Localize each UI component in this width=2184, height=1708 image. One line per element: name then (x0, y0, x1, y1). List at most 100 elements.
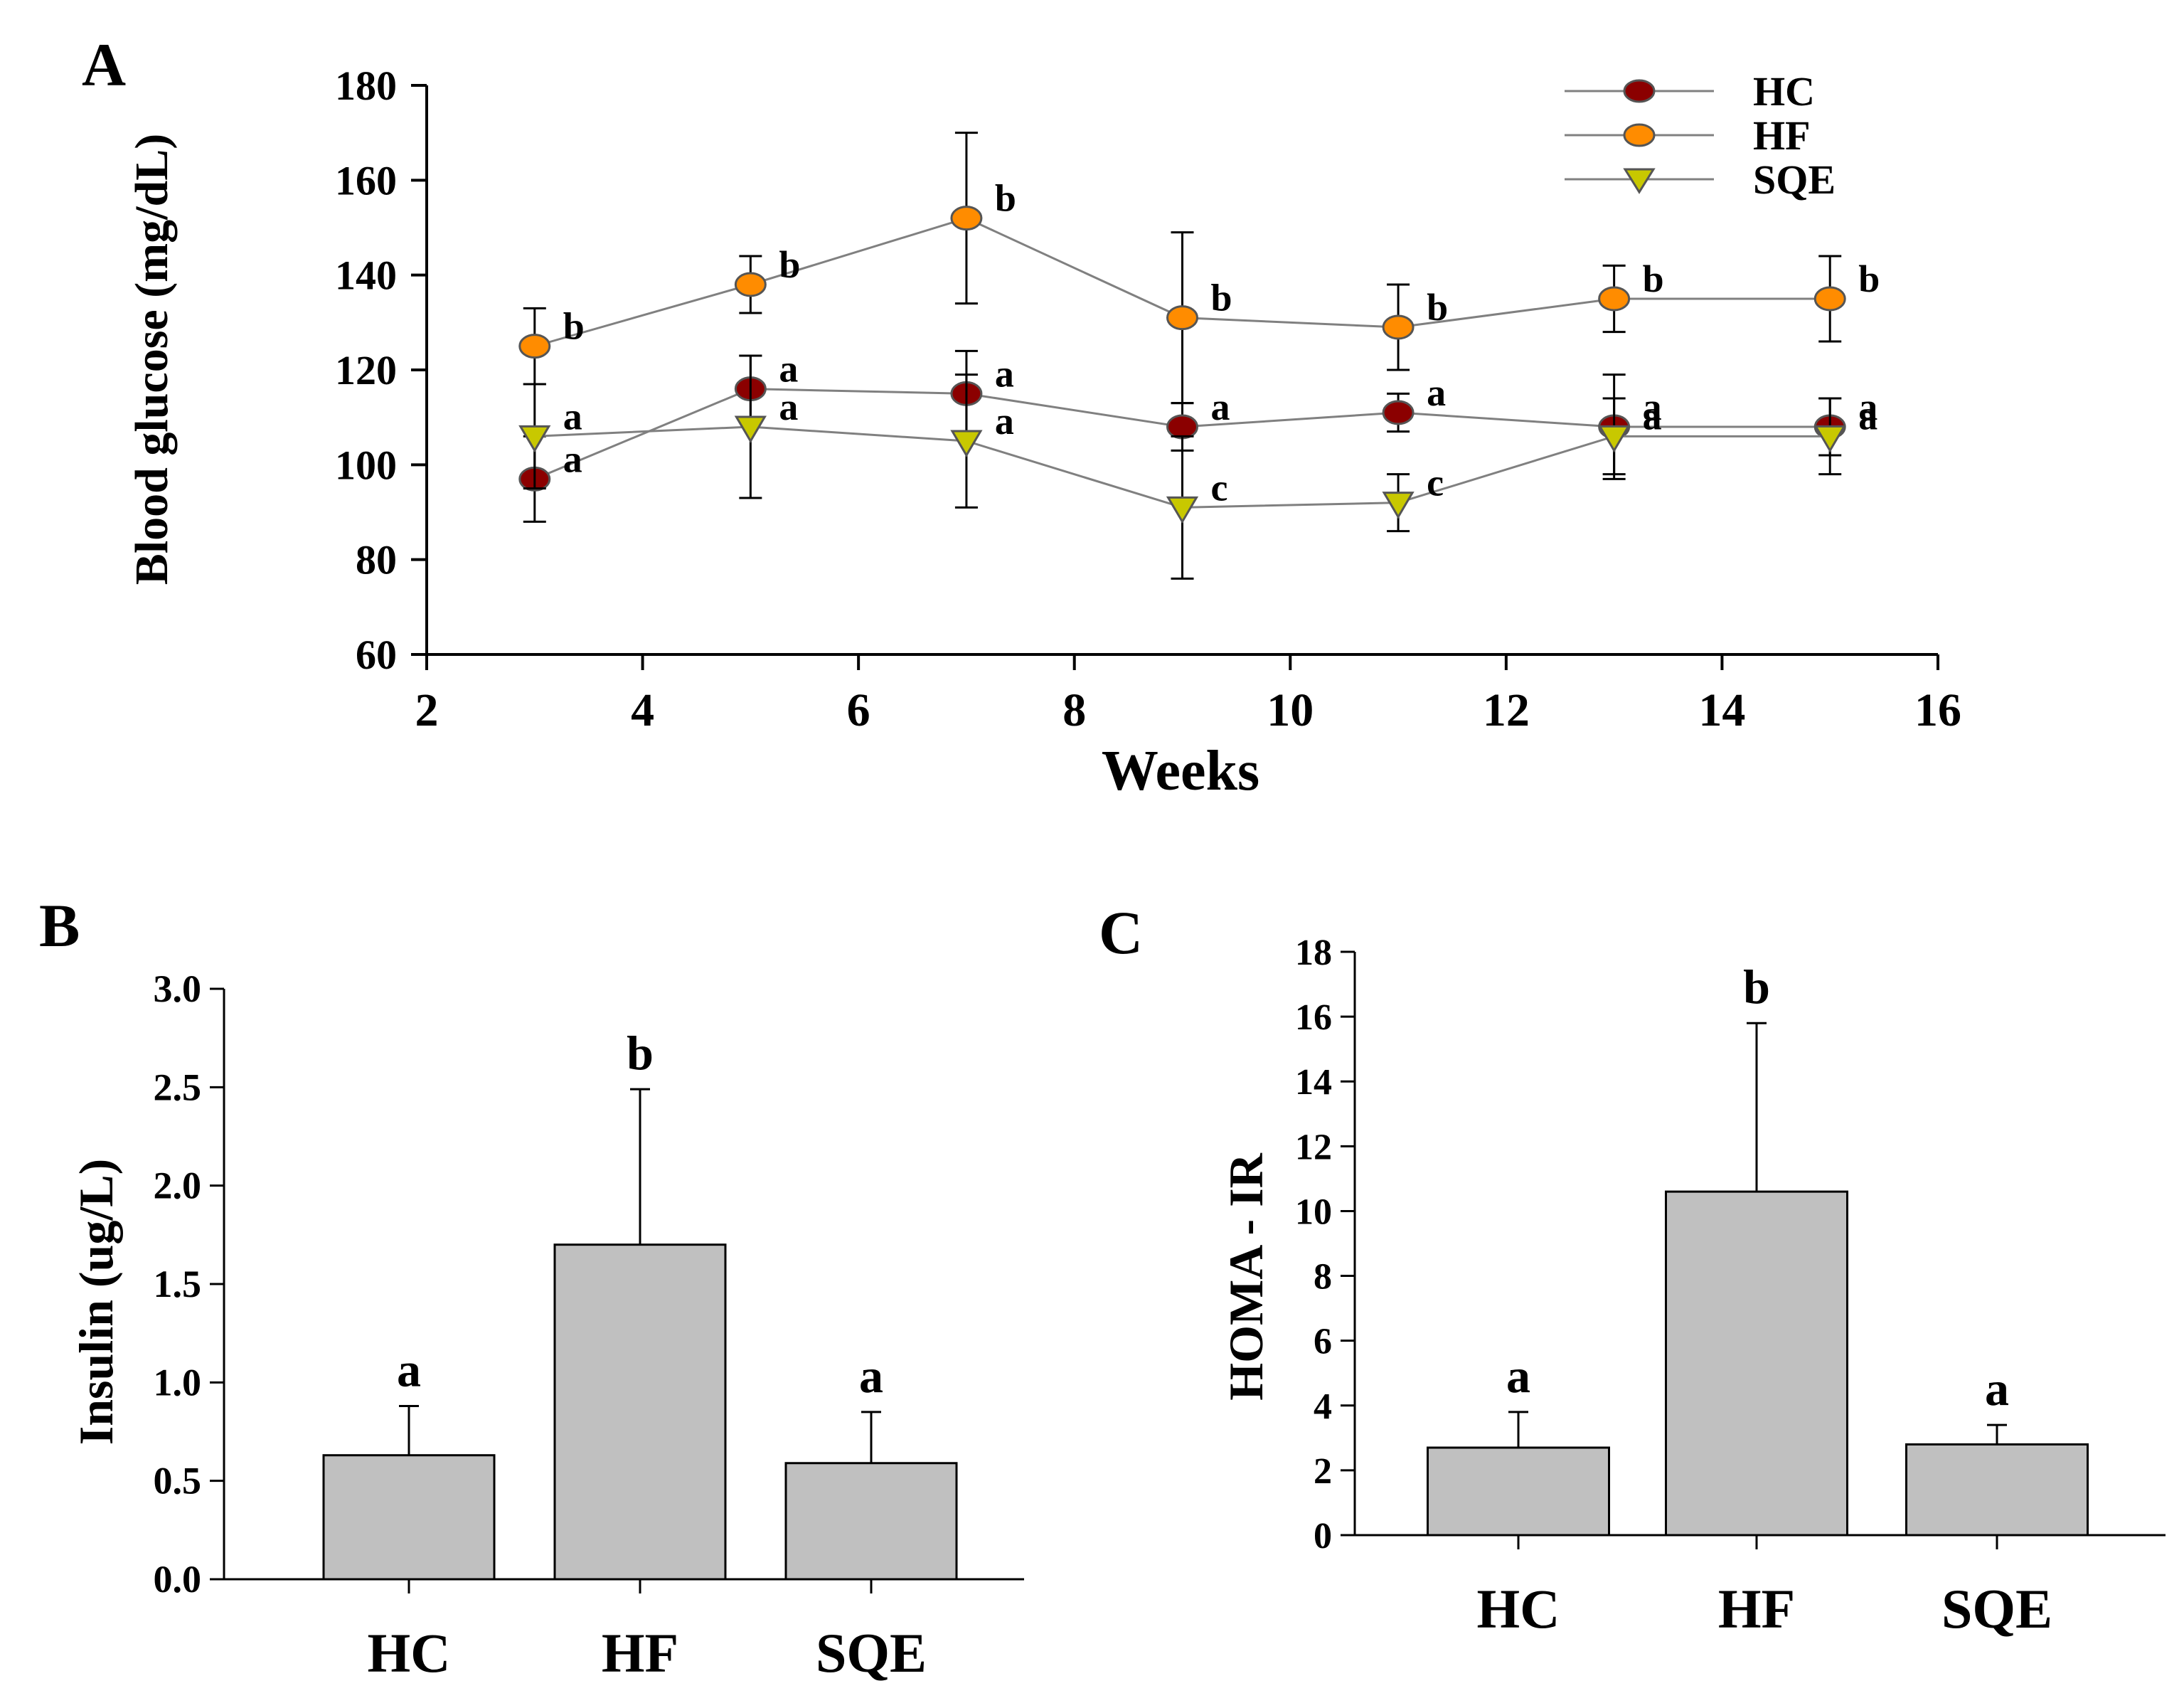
panel-a-x-tick-label: 12 (1483, 684, 1530, 736)
panel-c-plot-area: a b a (1427, 960, 2089, 1537)
significance-letter-sqe: a (1643, 395, 1662, 437)
data-point-sqe (1166, 496, 1199, 524)
panel-a-axes: 60 80 100 120 140 160 180 2 4 6 8 10 12 14 16 (335, 63, 1961, 736)
panel-c-axes: 0 2 4 6 8 10 12 14 16 18 HC HF SQE (1295, 933, 2166, 1640)
panel-a-x-tick-label: 10 (1267, 684, 1314, 736)
panel-b-significance-letter-hf: b (627, 1026, 654, 1080)
significance-letter-hf: b (1211, 277, 1232, 319)
legend-marker-hf (1623, 123, 1656, 147)
data-point-sqe (1813, 425, 1846, 453)
legend-marker-sqe (1623, 168, 1656, 194)
panel-b-x-tick-label-sqe: SQE (816, 1622, 927, 1684)
significance-letter-hc: a (1211, 386, 1230, 428)
significance-letter-sqe: c (1427, 462, 1444, 504)
panel-c-x-tick-label-hf: HF (1718, 1578, 1795, 1640)
panel-b-bar-sqe (784, 1462, 958, 1581)
panel-a-y-tick-label: 100 (335, 442, 397, 488)
panel-a-y-tick-label: 180 (335, 63, 397, 109)
significance-letter-hf: b (1427, 286, 1448, 329)
panel-c-y-axis-label: HOMA - IR (1219, 1152, 1273, 1400)
panel-c-bar-hf (1665, 1190, 1848, 1537)
data-point-hc (1382, 400, 1415, 425)
panel-b-x-tick-label-hf: HF (602, 1622, 678, 1684)
data-point-sqe (734, 415, 767, 443)
data-point-hf (1598, 286, 1631, 312)
significance-letter-hc: a (563, 437, 582, 480)
panel-b-y-tick-label: 1.5 (154, 1263, 202, 1305)
panel-c-y-tick-label: 4 (1314, 1386, 1332, 1427)
data-point-hf (734, 272, 767, 297)
significance-letter-hf: b (563, 305, 585, 348)
panel-a-x-tick-label: 2 (415, 684, 439, 736)
panel-b-axes: 0.0 0.5 1.0 1.5 2.0 2.5 3.0 HC HF SQE (154, 967, 1024, 1684)
panel-c-label: C (1099, 898, 1143, 967)
panel-b-significance-letter-sqe: a (859, 1349, 883, 1403)
data-point-hf (1813, 286, 1846, 312)
significance-letter-hc: a (1858, 386, 1877, 428)
panel-b-significance-letter-hc: a (397, 1343, 421, 1397)
significance-letter-hc: a (1643, 386, 1662, 428)
significance-letter-sqe: c (1211, 466, 1228, 509)
significance-letter-hc: a (779, 348, 798, 391)
data-point-sqe (1598, 425, 1631, 453)
panel-b-y-tick-label: 3.0 (154, 967, 202, 1010)
panel-a-x-tick-label: 4 (631, 684, 654, 736)
panel-c-y-tick-label: 18 (1295, 933, 1332, 973)
panel-c-significance-letter-hf: b (1743, 960, 1770, 1014)
legend-label-sqe: SQE (1753, 157, 1836, 203)
panel-b-y-axis-label: Insulin (ug/L) (69, 1159, 123, 1446)
panel-a-x-tick-label: 6 (847, 684, 870, 736)
significance-letter-sqe: a (1858, 395, 1877, 437)
panel-b-x-tick-label-hc: HC (368, 1622, 451, 1684)
panel-c-y-tick-label: 10 (1295, 1192, 1332, 1232)
significance-letter-sqe: a (563, 395, 582, 437)
panel-c-x-tick-label-sqe: SQE (1941, 1578, 2052, 1640)
data-point-hf (1382, 314, 1415, 340)
legend-label-hc: HC (1753, 68, 1815, 115)
data-point-hf (950, 206, 983, 231)
panel-a-x-axis-label: Weeks (1102, 740, 1259, 802)
panel-a-y-axis-label: Blood glucose (mg/dL) (126, 134, 178, 585)
panel-b-y-tick-label: 0.0 (154, 1558, 202, 1601)
panel-a-x-tick-label: 16 (1914, 684, 1961, 736)
data-point-sqe (1382, 492, 1415, 519)
panel-b-label: B (39, 891, 80, 960)
data-point-hf (518, 334, 551, 359)
panel-b-bar-hf (553, 1243, 727, 1581)
panel-a-y-tick-label: 140 (335, 253, 397, 299)
significance-letter-hf: b (995, 177, 1016, 220)
panel-c-bar-chart: C HOMA - IR 0 2 4 6 8 10 12 14 16 18 HC HF SQE a b a (1099, 898, 2166, 1640)
panel-c-y-tick-label: 6 (1314, 1322, 1332, 1362)
panel-a-x-tick-label: 14 (1698, 684, 1745, 736)
data-point-hc (1166, 414, 1198, 440)
panel-c-significance-letter-sqe: a (1985, 1362, 2009, 1416)
panel-c-significance-letter-hc: a (1506, 1349, 1530, 1403)
significance-letter-sqe: a (995, 400, 1014, 442)
panel-a-y-tick-label: 160 (335, 157, 397, 203)
panel-c-bar-sqe (1905, 1443, 2089, 1537)
data-point-hf (1166, 305, 1198, 331)
panel-c-y-tick-label: 14 (1295, 1062, 1332, 1103)
panel-b-bar-hc (322, 1454, 496, 1581)
panel-a-y-tick-label: 120 (335, 347, 397, 393)
panel-a-line-chart: A Blood glucose (mg/dL) Weeks 60 80 100 120… (82, 31, 1961, 802)
panel-c-bar-hc (1427, 1446, 1610, 1537)
panel-c-y-tick-label: 2 (1314, 1451, 1332, 1492)
significance-letter-sqe: a (779, 386, 798, 428)
panel-b-y-tick-label: 2.5 (154, 1066, 202, 1108)
legend-marker-hc (1623, 79, 1656, 103)
panel-c-y-tick-label: 12 (1295, 1127, 1332, 1167)
panel-c-y-tick-label: 0 (1314, 1516, 1332, 1556)
panel-c-y-tick-label: 8 (1314, 1257, 1332, 1298)
panel-c-x-tick-label-hc: HC (1477, 1578, 1560, 1640)
significance-letter-hf: b (1858, 258, 1880, 300)
significance-letter-hf: b (779, 243, 800, 286)
data-point-sqe (950, 430, 983, 457)
significance-letter-hf: b (1643, 258, 1664, 300)
panel-b-bar-chart: B Insulin (ug/L) 0.0 0.5 1.0 1.5 2.0 2.5 3.0 HC… (39, 891, 1024, 1684)
panel-a-label: A (82, 31, 126, 99)
panel-b-y-tick-label: 0.5 (154, 1460, 202, 1502)
